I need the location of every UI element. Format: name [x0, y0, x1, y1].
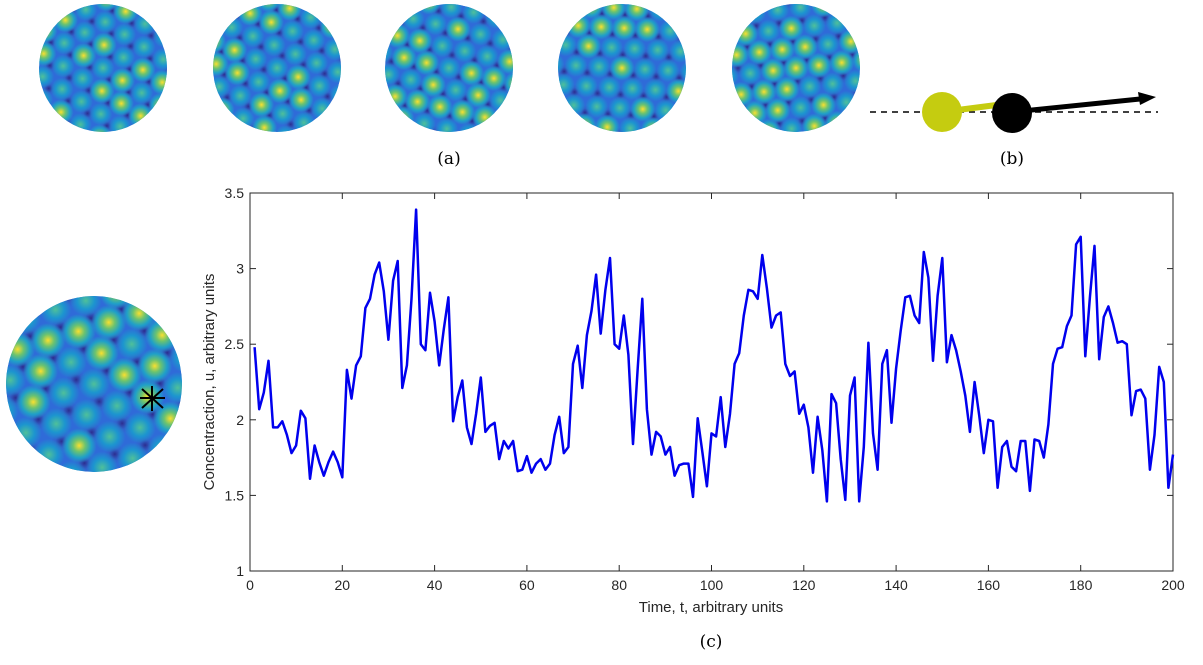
pattern-disc-3 [385, 4, 513, 132]
panel-label-a: (a) [437, 149, 460, 169]
pattern-disc-5 [732, 4, 860, 132]
velocity-arrow-head [1138, 92, 1156, 105]
x-tick-label: 120 [792, 577, 816, 593]
concentration-chart: 0 20 40 60 80 100 120 140 160 180 200 1 1.5 2 2.5 3 3.5… [201, 185, 1185, 616]
y-tick-label: 2 [236, 412, 244, 428]
y-axis: 1 1.5 2 2.5 3 3.5 [225, 185, 1173, 579]
x-tick-label: 60 [519, 577, 535, 593]
x-tick-label: 80 [611, 577, 627, 593]
pattern-disc-probe [6, 296, 182, 472]
y-tick-label: 1 [236, 563, 244, 579]
panel-label-b: (b) [1000, 149, 1024, 169]
y-tick-label: 3 [236, 261, 244, 277]
pattern-disc-2 [213, 4, 341, 132]
x-axis: 0 20 40 60 80 100 120 140 160 180 200 [246, 193, 1185, 593]
x-tick-label: 40 [427, 577, 443, 593]
yellow-ball [922, 92, 962, 132]
series-line [253, 208, 1175, 503]
x-axis-title: Time, t, arbitrary units [639, 599, 783, 616]
x-tick-label: 20 [335, 577, 351, 593]
x-tick-label: 0 [246, 577, 254, 593]
x-tick-label: 140 [884, 577, 908, 593]
y-tick-label: 1.5 [225, 487, 245, 503]
black-ball [992, 93, 1032, 133]
x-tick-label: 200 [1161, 577, 1185, 593]
y-tick-label: 2.5 [225, 336, 245, 352]
velocity-arrow-shaft [1011, 96, 1141, 115]
y-axis-title: Concentraction, u, arbitrary units [201, 274, 218, 491]
panel-label-c: (c) [700, 632, 723, 652]
y-tick-label: 3.5 [225, 185, 245, 201]
x-tick-label: 180 [1069, 577, 1093, 593]
plot-area [249, 192, 1174, 572]
pattern-disc-4 [558, 4, 686, 132]
x-tick-label: 160 [977, 577, 1001, 593]
motion-diagram [870, 92, 1158, 133]
x-tick-label: 100 [700, 577, 724, 593]
pattern-disc-1 [39, 4, 167, 132]
probe-asterisk-icon [140, 386, 165, 411]
